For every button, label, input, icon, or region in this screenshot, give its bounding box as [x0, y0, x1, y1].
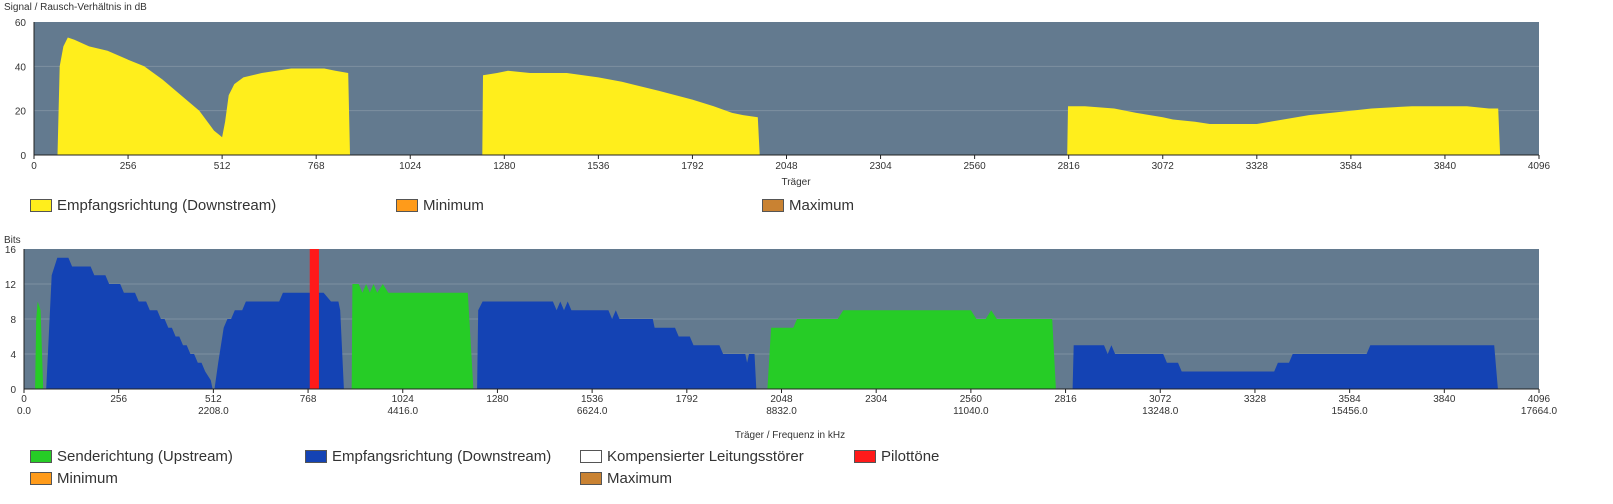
bits-series-area — [767, 310, 1056, 389]
snr-chart-ylabel: Signal / Rausch-Verhältnis in dB — [4, 2, 147, 13]
snr-xtick-label: 2304 — [869, 161, 892, 172]
bits-ytick-label: 16 — [5, 245, 17, 256]
legend-item-minimum-snr: Minimum — [396, 197, 484, 214]
snr-xtick-label: 3840 — [1434, 161, 1457, 172]
snr-series-area — [482, 70, 760, 155]
legend-item-upstream: Senderichtung (Upstream) — [30, 448, 233, 465]
legend-swatch — [305, 450, 327, 463]
bits-frequency-tick-label: 17664.0 — [1521, 406, 1558, 417]
bits-ytick-label: 0 — [10, 385, 16, 396]
legend-label: Minimum — [423, 197, 484, 214]
bits-xtick-label: 4096 — [1528, 394, 1551, 405]
bits-pilot-tone-bar — [312, 249, 317, 389]
bits-xtick-label: 2304 — [865, 394, 888, 405]
bits-frequency-tick-label: 13248.0 — [1142, 406, 1179, 417]
bits-frequency-tick-label: 8832.0 — [766, 406, 797, 417]
bits-frequency-tick-label: 11040.0 — [953, 406, 989, 417]
legend-label: Maximum — [789, 197, 855, 214]
bits-series-area — [477, 301, 757, 389]
legend-label: Minimum — [57, 470, 118, 487]
bits-chart: Bits 0 4 8 12 16 0 256 512 768 1024 1280 1536 1792 20… — [4, 235, 1558, 441]
bits-xtick-label: 1536 — [581, 394, 604, 405]
snr-ytick-label: 60 — [15, 18, 27, 29]
snr-ytick-label: 40 — [15, 62, 27, 73]
legend-item-downstream-snr: Empfangsrichtung (Downstream) — [30, 197, 276, 214]
snr-chart-xlabel: Träger — [781, 177, 811, 188]
legend-swatch — [580, 472, 602, 485]
legend-swatch — [30, 450, 52, 463]
snr-xtick-label: 2560 — [964, 161, 987, 172]
bits-frequency-tick-label: 4416.0 — [387, 406, 418, 417]
bits-xtick-label: 3328 — [1244, 394, 1267, 405]
bits-xtick-label: 2048 — [770, 394, 793, 405]
snr-series-area — [1067, 106, 1501, 155]
legend-label: Kompensierter Leitungsstörer — [607, 448, 804, 465]
snr-xtick-label: 2816 — [1058, 161, 1081, 172]
legend-swatch — [580, 450, 602, 463]
snr-ytick-label: 0 — [20, 151, 26, 162]
legend-swatch — [30, 199, 52, 212]
bits-pilot-tone-bar — [314, 249, 319, 389]
bits-ytick-label: 4 — [10, 350, 16, 361]
snr-xtick-label: 1280 — [493, 161, 516, 172]
snr-xtick-label: 768 — [308, 161, 325, 172]
legend-item-compensated-noise: Kompensierter Leitungsstörer — [580, 448, 804, 465]
legend-swatch — [30, 472, 52, 485]
legend-item-maximum-bits: Maximum — [580, 470, 672, 487]
bits-xtick-label: 3072 — [1149, 394, 1172, 405]
snr-xtick-label: 0 — [31, 161, 37, 172]
snr-xtick-label: 3584 — [1340, 161, 1363, 172]
snr-xtick-label: 3328 — [1246, 161, 1269, 172]
bits-frequency-tick-label: 6624.0 — [577, 406, 608, 417]
bits-frequency-tick-label: 15456.0 — [1332, 406, 1369, 417]
snr-xtick-label: 1536 — [587, 161, 610, 172]
bits-series-area — [351, 284, 474, 389]
legend-item-minimum-bits: Minimum — [30, 470, 118, 487]
snr-chart: Signal / Rausch-Verhältnis in dB 0 20 40 60… — [4, 2, 1551, 188]
bits-xtick-label: 256 — [110, 394, 127, 405]
legend-item-downstream-bits: Empfangsrichtung (Downstream) — [305, 448, 551, 465]
bits-pilot-tone-bar — [309, 249, 314, 389]
bits-series-area — [1072, 345, 1498, 389]
snr-xtick-label: 4096 — [1528, 161, 1551, 172]
legend-item-pilot-tones: Pilottöne — [854, 448, 939, 465]
bits-ytick-label: 8 — [10, 315, 16, 326]
bits-xtick-label: 0 — [21, 394, 27, 405]
bits-xtick-label: 1792 — [676, 394, 699, 405]
bits-xtick-label: 512 — [205, 394, 222, 405]
snr-series-area — [57, 37, 350, 155]
snr-xtick-label: 1792 — [681, 161, 704, 172]
snr-xtick-label: 3072 — [1152, 161, 1175, 172]
bits-chart-xlabel: Träger / Frequenz in kHz — [735, 430, 845, 441]
bits-xtick-label: 1024 — [392, 394, 415, 405]
bits-frequency-tick-label: 2208.0 — [198, 406, 229, 417]
legend-label: Maximum — [607, 470, 673, 487]
bits-ytick-label: 12 — [5, 280, 17, 291]
snr-xtick-label: 2048 — [775, 161, 798, 172]
bits-series-area — [35, 301, 44, 389]
legend-label: Empfangsrichtung (Downstream) — [332, 448, 552, 465]
snr-xtick-label: 256 — [120, 161, 137, 172]
legend-swatch — [762, 199, 784, 212]
bits-series-area — [46, 257, 213, 389]
legend-label: Empfangsrichtung (Downstream) — [57, 197, 277, 214]
legend-label: Pilottöne — [881, 448, 940, 465]
legend-swatch — [396, 199, 418, 212]
bits-xtick-label: 3584 — [1339, 394, 1362, 405]
bits-xtick-label: 2816 — [1054, 394, 1077, 405]
legend-swatch — [854, 450, 876, 463]
snr-xtick-label: 1024 — [399, 161, 422, 172]
legend-item-maximum-snr: Maximum — [762, 197, 854, 214]
legend-label: Senderichtung (Upstream) — [57, 448, 233, 465]
snr-ytick-label: 20 — [15, 107, 27, 118]
snr-xtick-label: 512 — [214, 161, 231, 172]
bits-chart-ylabel: Bits — [4, 235, 21, 246]
bits-xtick-label: 3840 — [1433, 394, 1456, 405]
bits-xtick-label: 1280 — [486, 394, 509, 405]
bits-xtick-label: 768 — [300, 394, 317, 405]
bits-xtick-label: 2560 — [960, 394, 983, 405]
bits-frequency-tick-label: 0.0 — [17, 406, 31, 417]
